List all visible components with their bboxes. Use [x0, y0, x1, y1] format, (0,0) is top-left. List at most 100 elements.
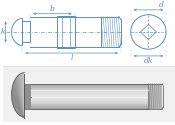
Polygon shape — [14, 74, 24, 118]
Text: dk: dk — [144, 57, 153, 65]
Polygon shape — [22, 74, 24, 118]
Polygon shape — [12, 74, 24, 118]
Polygon shape — [13, 74, 24, 118]
Polygon shape — [12, 74, 24, 118]
Polygon shape — [20, 74, 24, 118]
Polygon shape — [19, 74, 24, 118]
Polygon shape — [12, 74, 24, 118]
Polygon shape — [14, 74, 24, 118]
Polygon shape — [13, 74, 24, 118]
Polygon shape — [16, 74, 24, 118]
Polygon shape — [13, 74, 24, 118]
Polygon shape — [16, 74, 24, 118]
Text: l: l — [70, 54, 73, 62]
Polygon shape — [21, 74, 24, 118]
Polygon shape — [19, 74, 24, 118]
Polygon shape — [17, 74, 24, 118]
Polygon shape — [12, 74, 24, 118]
Polygon shape — [17, 74, 24, 118]
Polygon shape — [15, 74, 24, 118]
Polygon shape — [15, 74, 24, 118]
Polygon shape — [12, 74, 24, 118]
Polygon shape — [22, 73, 24, 118]
Polygon shape — [13, 74, 24, 118]
Polygon shape — [12, 74, 24, 118]
Polygon shape — [18, 74, 24, 118]
Polygon shape — [12, 74, 24, 118]
Polygon shape — [15, 74, 24, 118]
Polygon shape — [15, 74, 24, 118]
Polygon shape — [20, 74, 24, 118]
Polygon shape — [22, 73, 24, 118]
Polygon shape — [17, 74, 24, 118]
Polygon shape — [16, 74, 24, 118]
Polygon shape — [14, 74, 24, 118]
Polygon shape — [15, 74, 24, 118]
Polygon shape — [23, 74, 24, 118]
Polygon shape — [19, 74, 24, 118]
Polygon shape — [12, 74, 24, 118]
Polygon shape — [12, 74, 24, 118]
Polygon shape — [17, 74, 24, 118]
Polygon shape — [13, 74, 24, 118]
Polygon shape — [18, 74, 24, 118]
Polygon shape — [12, 74, 24, 118]
Polygon shape — [15, 74, 24, 118]
Polygon shape — [15, 74, 24, 118]
Polygon shape — [19, 74, 24, 118]
Polygon shape — [12, 74, 24, 118]
Polygon shape — [14, 74, 24, 118]
Text: k: k — [1, 28, 5, 36]
Polygon shape — [21, 74, 24, 118]
Polygon shape — [13, 74, 24, 118]
Bar — [3, 67, 175, 122]
Polygon shape — [12, 74, 24, 118]
Polygon shape — [23, 74, 24, 118]
Polygon shape — [20, 74, 24, 118]
Polygon shape — [13, 74, 24, 118]
Polygon shape — [12, 74, 24, 118]
Polygon shape — [14, 74, 24, 118]
Polygon shape — [21, 73, 24, 118]
Polygon shape — [12, 74, 24, 118]
Polygon shape — [12, 74, 24, 118]
Polygon shape — [12, 74, 24, 118]
Polygon shape — [19, 74, 24, 118]
Polygon shape — [19, 74, 24, 118]
Polygon shape — [12, 74, 24, 118]
Polygon shape — [16, 74, 24, 118]
Polygon shape — [22, 74, 24, 118]
Polygon shape — [12, 74, 24, 118]
Polygon shape — [13, 74, 24, 118]
Polygon shape — [21, 73, 24, 118]
Polygon shape — [12, 74, 24, 118]
Polygon shape — [13, 74, 24, 118]
Polygon shape — [12, 74, 24, 118]
Polygon shape — [14, 74, 24, 118]
Polygon shape — [14, 74, 24, 118]
Polygon shape — [19, 74, 24, 118]
Polygon shape — [18, 74, 24, 118]
Polygon shape — [15, 74, 24, 118]
Polygon shape — [20, 74, 24, 118]
Bar — [57, 16, 75, 48]
Polygon shape — [16, 74, 24, 118]
Text: d: d — [159, 1, 164, 9]
Polygon shape — [13, 74, 24, 118]
Polygon shape — [14, 74, 24, 118]
Polygon shape — [17, 74, 24, 118]
Polygon shape — [18, 74, 24, 118]
Polygon shape — [12, 74, 24, 118]
Polygon shape — [13, 74, 24, 118]
Polygon shape — [12, 74, 24, 118]
Bar — [22, 21, 30, 42]
Polygon shape — [23, 74, 24, 118]
Polygon shape — [15, 74, 24, 118]
Polygon shape — [13, 74, 24, 118]
Polygon shape — [16, 74, 24, 118]
Polygon shape — [12, 74, 24, 118]
Polygon shape — [20, 74, 24, 118]
Polygon shape — [12, 74, 24, 118]
Polygon shape — [12, 74, 24, 118]
Polygon shape — [12, 74, 24, 118]
